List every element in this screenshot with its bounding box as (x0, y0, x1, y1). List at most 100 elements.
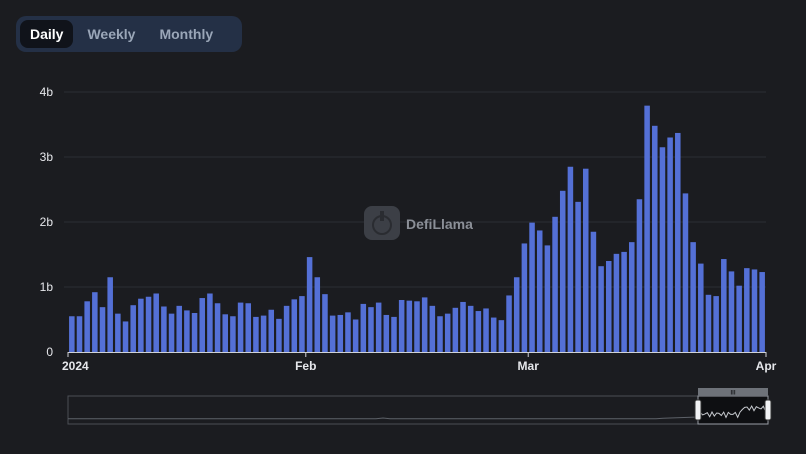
bar (644, 105, 650, 353)
bar (383, 314, 390, 352)
bar (291, 299, 298, 352)
bar (444, 313, 451, 352)
bar (314, 277, 321, 352)
bar (460, 301, 466, 352)
bar (207, 293, 213, 352)
bar (306, 257, 313, 352)
bar (636, 199, 643, 352)
bar (161, 306, 167, 352)
bar (621, 251, 627, 352)
y-tick-label: 2b (40, 215, 54, 229)
bar (606, 261, 612, 352)
bar (191, 313, 198, 352)
bar (84, 301, 90, 352)
bar (268, 309, 275, 352)
bar (652, 125, 658, 352)
y-tick-label: 1b (40, 280, 54, 294)
brush-left-handle[interactable] (694, 399, 702, 421)
tab-daily[interactable]: Daily (20, 20, 74, 48)
bar (721, 259, 727, 352)
bar (513, 277, 520, 352)
bar (759, 272, 765, 352)
bar (138, 298, 144, 352)
bar (237, 302, 244, 352)
bar (352, 319, 359, 352)
bar (667, 137, 673, 352)
bar (184, 310, 190, 352)
bar (107, 277, 113, 352)
y-tick-label: 0 (46, 345, 53, 359)
bar (199, 298, 205, 352)
bar (536, 230, 543, 352)
y-axis-ticks: 0 1b 2b 3b 4b (40, 85, 54, 359)
bar (698, 263, 704, 352)
bar (375, 302, 382, 352)
watermark: DefiLlama (364, 206, 473, 240)
bar-series (69, 105, 765, 353)
bar (598, 266, 604, 352)
bar (567, 166, 574, 352)
bar (529, 222, 535, 352)
bar (99, 307, 106, 352)
brush-drag-label: III (730, 391, 735, 397)
bar (214, 303, 221, 352)
bar (360, 303, 367, 352)
brush-right-handle[interactable] (764, 399, 772, 421)
bar (544, 245, 551, 352)
y-tick-label: 4b (40, 85, 54, 99)
brush-selection (697, 395, 769, 425)
bar (253, 316, 259, 352)
bar (713, 296, 719, 352)
bar (122, 321, 129, 352)
watermark-text: DefiLlama (406, 216, 473, 232)
bar (736, 285, 742, 352)
bar (483, 308, 489, 352)
bar (475, 311, 482, 352)
brush-selected-line (697, 404, 769, 419)
tab-monthly[interactable]: Monthly (159, 26, 214, 42)
bar (329, 315, 336, 352)
bar (69, 316, 75, 352)
bar (498, 320, 505, 352)
bar (521, 243, 528, 352)
bar (575, 201, 581, 352)
bar (629, 242, 635, 352)
x-tick-label: Mar (518, 359, 540, 373)
bar (115, 313, 121, 352)
bar (222, 314, 228, 352)
bar (452, 307, 459, 352)
brush-overview-line (68, 406, 769, 420)
interval-tabs: Daily Weekly Monthly (16, 16, 242, 52)
bar (299, 296, 305, 352)
bar (728, 271, 735, 352)
bar (345, 312, 351, 352)
bar (92, 292, 98, 352)
bar (659, 147, 666, 352)
bar (751, 269, 758, 352)
bar (276, 318, 282, 352)
bar (368, 307, 374, 352)
bar (76, 316, 83, 352)
range-brush[interactable]: III (67, 388, 772, 425)
bar (744, 268, 750, 352)
brush-drag-bar (698, 388, 768, 396)
x-axis-ticks: 2024 Feb Mar Apr (62, 352, 777, 373)
bar (406, 300, 413, 352)
x-tick-label: Apr (756, 359, 777, 373)
bar (260, 315, 267, 352)
bar (559, 190, 566, 352)
bar (245, 303, 252, 352)
bar (613, 253, 620, 352)
bar (414, 301, 420, 352)
x-tick-label: Feb (295, 359, 316, 373)
bar (398, 300, 405, 352)
bar (590, 231, 597, 352)
bar (322, 294, 328, 352)
x-tick-label: 2024 (62, 359, 89, 373)
bar (421, 297, 428, 352)
bar (467, 305, 474, 352)
tab-weekly[interactable]: Weekly (87, 26, 136, 42)
defillama-logo-icon (364, 206, 400, 240)
brush-frame (67, 395, 769, 425)
